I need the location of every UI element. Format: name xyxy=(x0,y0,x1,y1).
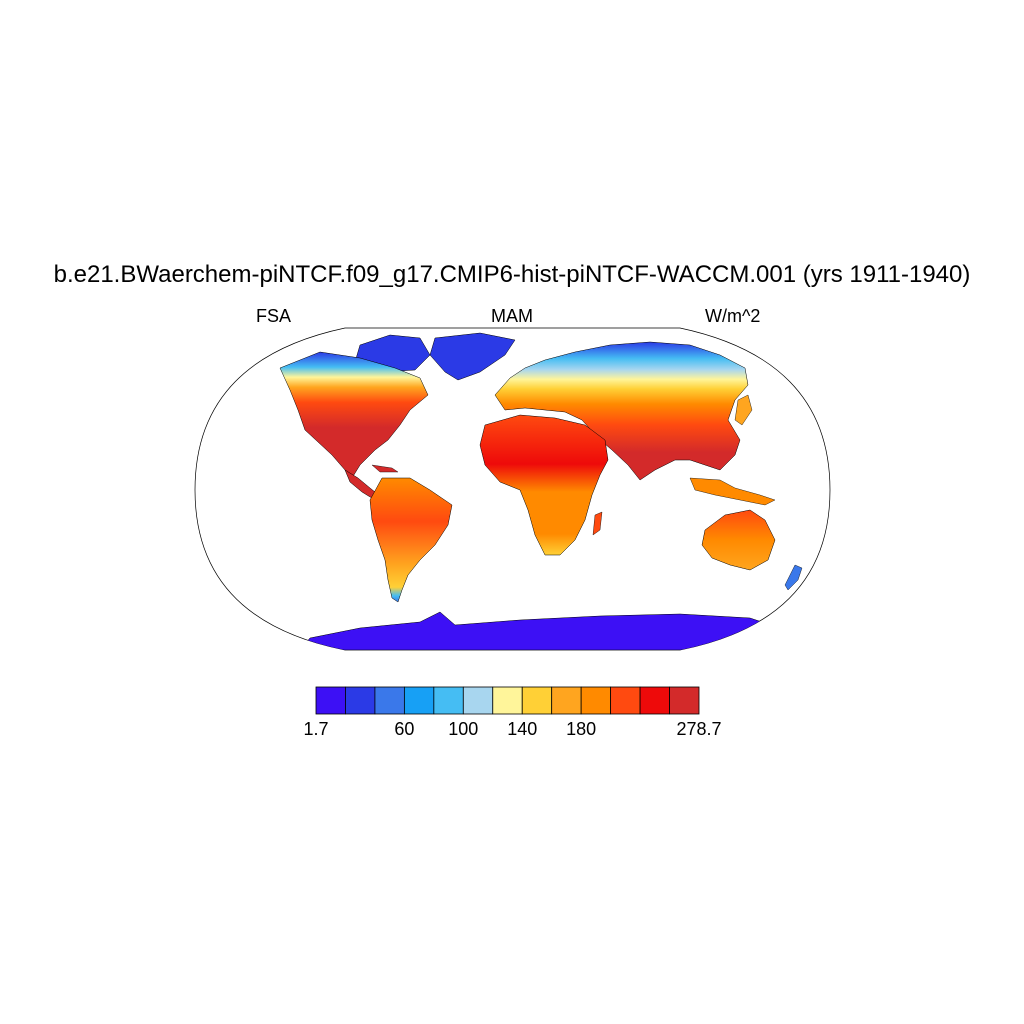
colorbar-swatch xyxy=(669,686,700,715)
colorbar-swatch xyxy=(374,686,405,715)
australia xyxy=(701,509,776,571)
south-america xyxy=(369,477,453,603)
madagascar xyxy=(592,511,603,536)
colorbar-swatch xyxy=(610,686,641,715)
plot-title: b.e21.BWaerchem-piNTCF.f09_g17.CMIP6-his… xyxy=(53,261,971,288)
colorbar-tick-label: 1.7 xyxy=(303,719,329,739)
colorbar-swatch xyxy=(492,686,523,715)
colorbar-tick-label: 60 xyxy=(394,719,415,739)
colorbar-swatch xyxy=(521,686,553,715)
colorbar-tick-label: 100 xyxy=(448,719,479,739)
antarctica xyxy=(299,611,781,650)
indonesia xyxy=(689,477,776,506)
japan xyxy=(734,394,753,426)
africa xyxy=(479,414,609,556)
colorbar-swatch xyxy=(551,686,582,715)
season-label: MAM xyxy=(491,306,533,326)
colorbar-swatch xyxy=(580,686,612,715)
colorbar-swatch xyxy=(462,686,494,715)
variable-label: FSA xyxy=(256,306,292,326)
colorbar-tick-label: 140 xyxy=(507,719,538,739)
units-label: W/m^2 xyxy=(705,306,761,326)
caribbean xyxy=(371,464,399,473)
colorbar-swatch xyxy=(315,686,346,715)
eurasia xyxy=(494,341,749,481)
colorbar-swatch xyxy=(433,686,464,715)
colorbar-tick-label: 278.7 xyxy=(676,719,722,739)
colorbar-swatch xyxy=(345,686,376,715)
new-zealand xyxy=(784,564,803,591)
colorbar-tick-label: 180 xyxy=(566,719,597,739)
colorbar xyxy=(315,686,700,715)
colorbar-swatch xyxy=(639,686,670,715)
colorbar-swatch xyxy=(403,686,435,715)
greenland xyxy=(429,332,516,381)
north-america xyxy=(279,351,429,479)
